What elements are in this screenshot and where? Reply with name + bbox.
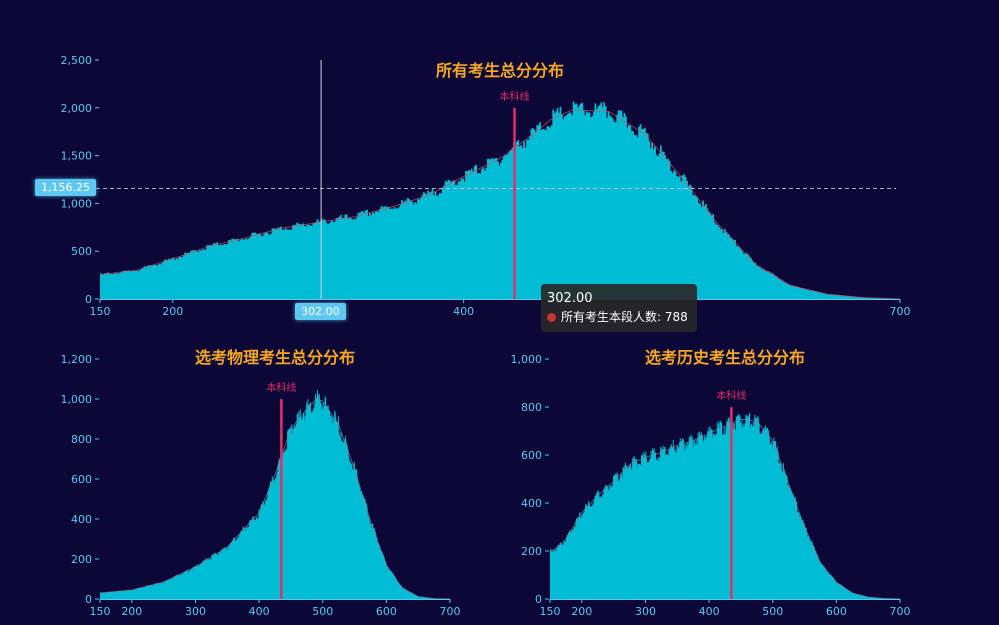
bar-series	[100, 389, 451, 599]
pass-line-label: 本科线	[500, 90, 530, 103]
x-tick-label: 200	[121, 605, 142, 618]
x-tick-label: 700	[890, 305, 911, 318]
y-tick-label: 2,000	[61, 102, 93, 115]
series-outline	[99, 398, 451, 600]
histogram-bars	[100, 389, 451, 599]
series-outline	[549, 418, 901, 600]
histogram-bars	[550, 412, 901, 599]
x-tick-label: 150	[90, 305, 111, 318]
chart-title: 选考历史考生总分分布	[645, 348, 805, 367]
x-tick-label: 700	[890, 605, 911, 618]
tooltip-title: 302.00	[547, 291, 593, 306]
y-tick-label: 400	[521, 497, 542, 510]
y-tick-label: 1,000	[61, 197, 93, 210]
y-tick-label: 200	[71, 553, 92, 566]
tooltip-value: 788	[664, 310, 688, 324]
x-tick-label: 300	[635, 605, 656, 618]
x-tick-label: 600	[826, 605, 847, 618]
tooltip-row: 所有考生本段人数: 788	[547, 308, 688, 326]
x-tick-label: 400	[249, 605, 270, 618]
y-tick-label: 600	[521, 449, 542, 462]
pass-line-label: 本科线	[266, 381, 296, 394]
y-tick-label: 2,500	[61, 54, 93, 67]
x-tick-label: 200	[162, 305, 183, 318]
crosshair-x-label: 302.00	[295, 303, 346, 320]
tooltip-series-name: 所有考生本段人数	[561, 310, 658, 324]
x-tick-label: 400	[453, 305, 474, 318]
x-tick-label: 400	[699, 605, 720, 618]
series-dot-icon	[547, 313, 556, 322]
y-tick-label: 600	[71, 473, 92, 486]
y-tick-label: 0	[535, 593, 542, 606]
x-tick-label: 150	[540, 605, 561, 618]
x-tick-label: 700	[440, 605, 461, 618]
y-tick-label: 800	[521, 401, 542, 414]
x-tick-label: 150	[90, 605, 111, 618]
chart-title: 所有考生总分分布	[436, 61, 564, 80]
x-tick-label: 500	[312, 605, 333, 618]
y-tick-label: 1,000	[511, 353, 543, 366]
x-tick-label: 600	[376, 605, 397, 618]
x-tick-label: 200	[571, 605, 592, 618]
y-tick-label: 1,000	[61, 393, 93, 406]
histogram-bars	[100, 101, 901, 299]
pass-line-label: 本科线	[716, 389, 746, 402]
y-tick-label: 500	[71, 245, 92, 258]
chart-2: 选考历史考生总分分布 0 200 400 600 800 1,000 150 200 300 400…	[511, 348, 911, 618]
y-tick-label: 800	[71, 433, 92, 446]
y-tick-label: 400	[71, 513, 92, 526]
y-tick-label: 200	[521, 545, 542, 558]
y-tick-label: 0	[85, 293, 92, 306]
tooltip: 302.00 所有考生本段人数: 788	[541, 284, 697, 332]
y-tick-label: 1,500	[61, 150, 93, 163]
y-tick-label: 0	[85, 593, 92, 606]
series-outline	[99, 109, 901, 300]
crosshair-y-label: 1,156.25	[35, 179, 96, 197]
bar-series	[550, 412, 901, 599]
chart-1: 选考物理考生总分分布 0 200 400 600 800 1,000 1,200 150 200 3…	[61, 348, 461, 618]
y-tick-label: 1,200	[61, 353, 93, 366]
chart-0: 所有考生总分分布 0 500 1,000 1,500 2,000 2,500 150 200 40…	[61, 54, 911, 318]
x-tick-label: 300	[185, 605, 206, 618]
bar-series	[100, 101, 901, 299]
chart-title: 选考物理考生总分分布	[195, 348, 355, 367]
x-tick-label: 500	[762, 605, 783, 618]
